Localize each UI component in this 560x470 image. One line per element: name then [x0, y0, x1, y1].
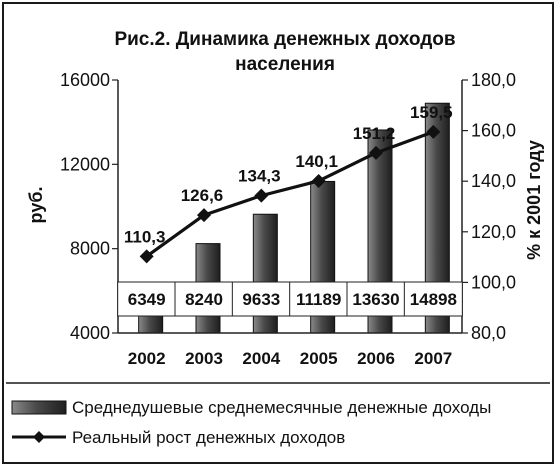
right-tick-label: 180,0	[471, 70, 516, 90]
legend-line-marker	[33, 431, 45, 443]
right-tick-label: 160,0	[471, 121, 516, 141]
growth-point-2006	[369, 145, 383, 160]
chart-title-line1: Рис.2. Динамика денежных доходов	[114, 29, 455, 50]
bar-value-label: 9633	[242, 290, 280, 309]
bar-value-label: 13630	[352, 290, 399, 309]
left-axis-label: руб.	[26, 187, 46, 224]
legend: Среднедушевые среднемесячные денежные до…	[11, 398, 491, 447]
x-tick-label: 2002	[128, 349, 166, 368]
right-tick-label: 120,0	[471, 222, 516, 242]
x-tick-label: 2006	[357, 349, 395, 368]
right-axis-label: % к 2001 году	[524, 140, 544, 260]
growth-value-label: 110,3	[124, 227, 166, 246]
labels-layer: 110,3 126,6 134,3 140,1 151,2 159,5 6349 8240 96…	[117, 103, 463, 317]
legend-line-label: Реальный рост денежных доходов	[72, 428, 345, 447]
left-tick-label: 4000	[70, 323, 110, 343]
growth-value-label: 140,1	[295, 152, 338, 171]
x-tick-label: 2005	[300, 349, 338, 368]
right-tick-label: 100,0	[471, 272, 516, 292]
bar-value-label: 14898	[410, 290, 457, 309]
growth-value-label: 134,3	[238, 167, 281, 186]
bar-value-box	[231, 281, 291, 317]
growth-value-label: 151,2	[353, 124, 396, 143]
right-tick-label: 80,0	[471, 323, 506, 343]
bar-value-box	[289, 281, 349, 317]
growth-point-2003	[197, 208, 211, 223]
legend-bar-swatch	[11, 400, 67, 415]
left-tick-label: 12000	[60, 154, 110, 174]
axes-layer: 4000 8000 12000 16000 80,0 100,0 120,0 140,0 160…	[60, 70, 516, 368]
chart-title-line2: населения	[235, 54, 335, 75]
growth-line	[145, 130, 434, 258]
growth-value-label: 126,6	[181, 186, 224, 205]
bar-value-label: 11189	[296, 290, 341, 309]
growth-point-2005	[311, 173, 326, 188]
x-tick-label: 2003	[185, 349, 223, 368]
growth-value-label: 159,5	[410, 103, 453, 122]
legend-bar-label: Среднедушевые среднемесячные денежные до…	[72, 398, 491, 417]
bar-value-box	[346, 281, 406, 317]
growth-point-2004	[254, 188, 269, 203]
growth-point-2002	[139, 249, 154, 264]
x-tick-label: 2004	[242, 349, 280, 368]
growth-point-2007	[426, 124, 441, 139]
x-tick-label: 2007	[414, 349, 452, 368]
bar-value-label: 8240	[185, 290, 223, 309]
bar-value-box	[117, 281, 177, 317]
right-tick-label: 140,0	[471, 171, 516, 191]
left-tick-label: 16000	[60, 70, 110, 90]
line-layer	[139, 124, 441, 264]
left-tick-label: 8000	[70, 239, 110, 259]
bar-value-box	[403, 281, 463, 317]
bar-value-label: 6349	[128, 290, 166, 309]
